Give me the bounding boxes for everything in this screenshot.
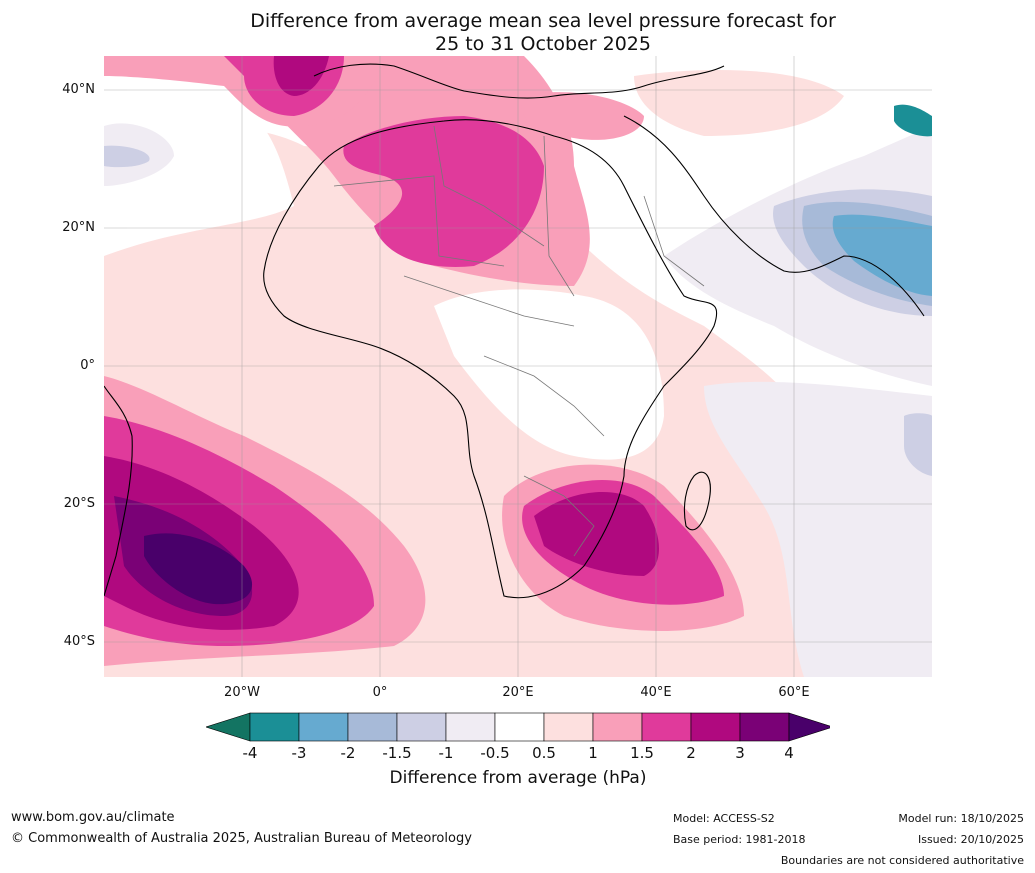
colorbar-segment bbox=[494, 712, 545, 742]
map-svg bbox=[104, 56, 932, 677]
contour-white-central-africa bbox=[434, 289, 664, 460]
contour-pink-mediterranean bbox=[521, 92, 644, 140]
lon-label-60e: 60°E bbox=[778, 685, 810, 700]
colorbar-tick-label: -2 bbox=[340, 744, 356, 762]
colorbar-tick-label: 4 bbox=[784, 744, 794, 762]
contour-dark-purple-south-atlantic bbox=[144, 533, 253, 605]
lon-label-20w: 20°W bbox=[224, 685, 260, 700]
colorbar-tick-label: -0.5 bbox=[480, 744, 510, 762]
lon-label-20e: 20°E bbox=[502, 685, 534, 700]
pressure-anomaly-map bbox=[104, 56, 932, 677]
colorbar-tick-label: 3 bbox=[735, 744, 745, 762]
country-borders bbox=[333, 125, 705, 557]
colorbar-segment bbox=[739, 712, 790, 742]
contour-teal-tibet bbox=[894, 104, 932, 137]
colorbar-segment bbox=[445, 712, 496, 742]
colorbar-segment bbox=[641, 712, 692, 742]
colorbar-segment bbox=[347, 712, 398, 742]
border-segment bbox=[523, 475, 595, 557]
colorbar-tick-label: -3 bbox=[291, 744, 307, 762]
colorbar-segment bbox=[298, 712, 349, 742]
lat-label-40s: 40°S bbox=[63, 634, 95, 649]
colorbar bbox=[206, 712, 830, 742]
footer-model-run: Model run: 18/10/2025 bbox=[898, 812, 1024, 825]
contour-light-pink-arabia bbox=[634, 70, 844, 136]
lon-label-0: 0° bbox=[372, 685, 388, 700]
coastlines bbox=[104, 63, 925, 599]
colorbar-tick-label: 1.5 bbox=[630, 744, 654, 762]
lat-label-equator: 0° bbox=[80, 358, 95, 373]
contour-blue-india bbox=[832, 214, 932, 296]
border-segment bbox=[483, 355, 605, 437]
colorbar-tick-label: -1.5 bbox=[382, 744, 412, 762]
colorbar-tick-label: 1 bbox=[588, 744, 598, 762]
footer-issued: Issued: 20/10/2025 bbox=[917, 833, 1024, 846]
colorbar-segment bbox=[690, 712, 741, 742]
footer-model: Model: ACCESS-S2 bbox=[673, 812, 775, 825]
footer-disclaimer: Boundaries are not considered authoritat… bbox=[780, 854, 1024, 867]
colorbar-extend-low bbox=[206, 712, 251, 742]
contour-grey-nw-atlantic bbox=[104, 145, 150, 168]
lat-label-20n: 20°N bbox=[62, 220, 95, 235]
graticule bbox=[104, 56, 932, 677]
colorbar-tick-label: -4 bbox=[242, 744, 258, 762]
contour-magenta-north-africa bbox=[343, 116, 544, 267]
border-segment bbox=[433, 125, 545, 247]
contour-lavender-se-indian-ocean bbox=[704, 381, 932, 677]
border-segment bbox=[333, 175, 505, 267]
colorbar-label: Difference from average (hPa) bbox=[389, 768, 647, 788]
europe-coastline bbox=[313, 63, 725, 99]
map-title: Difference from average mean sea level p… bbox=[150, 10, 936, 56]
map-title-line2: 25 to 31 October 2025 bbox=[435, 33, 651, 55]
border-segment bbox=[543, 135, 575, 297]
madagascar-coastline bbox=[683, 471, 711, 531]
africa-coastline bbox=[263, 119, 718, 599]
lat-label-40n: 40°N bbox=[62, 82, 95, 97]
colorbar-segment bbox=[543, 712, 594, 742]
colorbar-extend-high bbox=[788, 712, 830, 742]
map-title-line1: Difference from average mean sea level p… bbox=[250, 10, 836, 32]
colorbar-segment bbox=[249, 712, 300, 742]
contour-deep-south-africa bbox=[534, 492, 659, 576]
footer-base-period: Base period: 1981-2018 bbox=[673, 833, 806, 846]
contour-deep-iberia bbox=[273, 56, 329, 96]
south-america-coastline bbox=[104, 385, 133, 597]
colorbar-segment bbox=[592, 712, 643, 742]
border-segment bbox=[403, 275, 575, 327]
colorbar-tick-label: -1 bbox=[438, 744, 454, 762]
arabia-coastline bbox=[623, 115, 925, 317]
colorbar-segment bbox=[396, 712, 447, 742]
border-segment bbox=[643, 195, 705, 287]
colorbar-tick-label: 0.5 bbox=[532, 744, 556, 762]
lon-label-40e: 40°E bbox=[640, 685, 672, 700]
lat-label-20s: 20°S bbox=[63, 496, 95, 511]
colorbar-tick-label: 2 bbox=[686, 744, 696, 762]
footer-website[interactable]: www.bom.gov.au/climate bbox=[11, 810, 175, 825]
footer-copyright: © Commonwealth of Australia 2025, Austra… bbox=[11, 831, 472, 846]
contour-grey-se-indian-ocean bbox=[904, 413, 932, 476]
